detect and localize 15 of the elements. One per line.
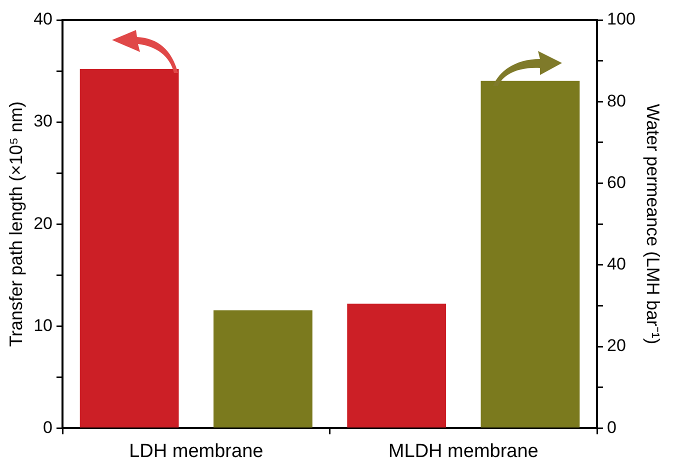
y2-tick-label: 80 [607, 91, 626, 110]
y2-tick-label: 40 [607, 254, 626, 274]
y2-tick-label: 0 [607, 418, 617, 437]
y-tick-label: 10 [34, 316, 53, 335]
y2-tick-label: 20 [607, 336, 626, 356]
x-tick-label: LDH membrane [129, 440, 264, 462]
y2-axis-title: Water permeance (LMH bar⁻¹) [643, 104, 664, 344]
y-tick-label: 40 [34, 10, 53, 29]
y-tick-label: 0 [43, 418, 53, 437]
x-tick-label: MLDH membrane [388, 440, 538, 462]
y-tick-label: 20 [34, 214, 53, 233]
y-axis-title: Transfer path length (×10⁵ nm) [6, 101, 26, 347]
y2-tick-label: 100 [607, 10, 636, 29]
y2-tick-label: 60 [607, 172, 626, 192]
y-tick-label: 30 [34, 112, 53, 131]
